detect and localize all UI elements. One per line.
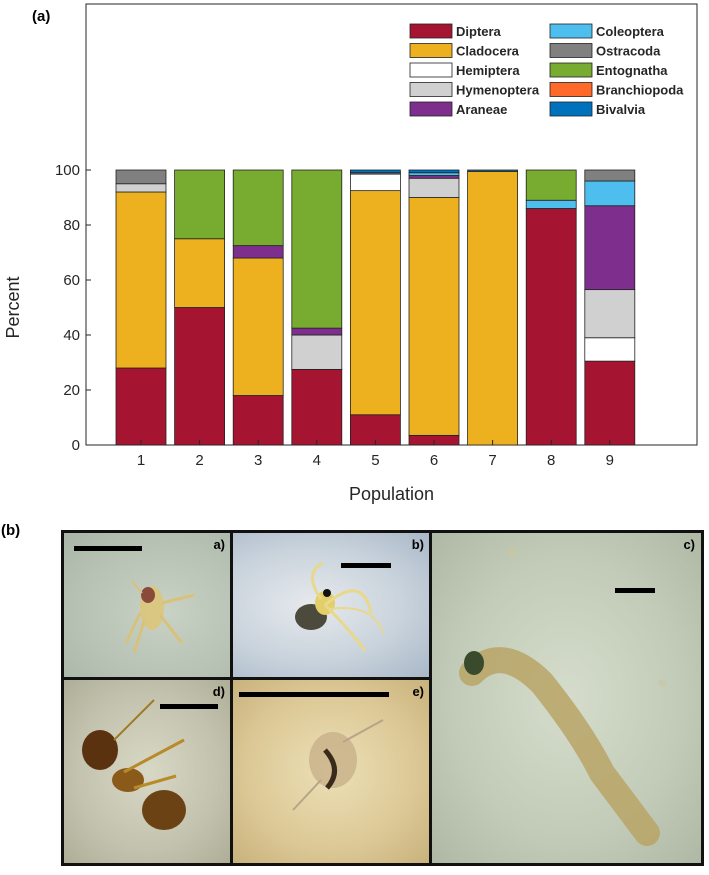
stacked-bar-chart: 1 2 3 4 5 6 7 8 9 0 20 40 60 80 100 Population Percent Di… (3, 3, 698, 504)
spider-specimen-image (295, 561, 384, 652)
legend-swatch-hymenoptera (409, 82, 453, 97)
legend-label-bivalvia: Bivalvia (596, 102, 646, 117)
scale-bar (239, 692, 389, 697)
legend-swatch-hemiptera (409, 62, 453, 78)
y-axis-label: Percent (3, 276, 23, 338)
bar-segment-cladocera-pop-6 (408, 197, 460, 436)
bar-segment-hymenoptera-pop-6 (408, 177, 460, 198)
bar-segment-coleoptera-pop-6 (408, 172, 460, 176)
bar-segment-araneae-pop-3 (232, 245, 284, 259)
panel-a-label: (a) (32, 8, 51, 25)
bar-segment-entognatha-pop-2 (174, 169, 226, 240)
x-axis-label: Population (349, 484, 434, 504)
photo-b-label: b) (411, 537, 424, 552)
bar-segment-araneae-pop-9 (584, 205, 636, 291)
scale-bar (160, 704, 218, 709)
bar-segment-entognatha-pop-4 (291, 169, 343, 329)
spider-specimen-image (124, 580, 195, 654)
x-tick-label: 2 (195, 452, 203, 469)
panel-b-label: (b) (1, 522, 21, 539)
legend-label-hymenoptera: Hymenoptera (456, 83, 540, 98)
legend-label-branchiopoda: Branchiopoda (596, 83, 684, 98)
bar-segment-diptera-pop-1 (115, 367, 167, 446)
photo-a: a) (64, 533, 230, 677)
bar-segment-hemiptera-pop-9 (584, 337, 636, 362)
x-tick-label: 9 (606, 452, 614, 469)
x-tick-label: 5 (371, 452, 379, 469)
legend-swatch-diptera (409, 23, 453, 39)
legend-label-ostracoda: Ostracoda (596, 44, 661, 59)
photo-c-label: c) (683, 537, 695, 552)
bar-segment-diptera-pop-4 (291, 368, 343, 446)
photo-d-label: d) (212, 684, 225, 699)
scale-bar (341, 563, 391, 568)
x-tick-label: 7 (488, 452, 496, 469)
bar-segment-bivalvia-pop-5 (349, 169, 401, 174)
legend-swatch-entognatha (549, 62, 593, 78)
larva-specimen-image (459, 547, 666, 846)
bar-segment-diptera-pop-2 (174, 307, 226, 446)
bar-segment-diptera-pop-9 (584, 360, 636, 446)
bar-segment-bivalvia-pop-7 (467, 169, 519, 172)
bar-segment-araneae-pop-4 (291, 327, 343, 336)
bar-segment-ostracoda-pop-1 (115, 169, 167, 185)
ant-specimen-image (82, 699, 186, 830)
bar-segment-hymenoptera-pop-4 (291, 334, 343, 370)
photo-b: b) (233, 533, 429, 677)
legend-label-coleoptera: Coleoptera (596, 24, 665, 39)
bar-segment-entognatha-pop-3 (232, 169, 284, 247)
bar-segment-hemiptera-pop-5 (349, 173, 401, 192)
bar-segment-coleoptera-pop-9 (584, 180, 636, 207)
legend-swatch-cladocera (409, 43, 453, 58)
photo-e: e) (233, 680, 429, 863)
legend-swatch-bivalvia (549, 101, 593, 117)
bar-segment-coleoptera-pop-8 (525, 199, 577, 209)
legend-swatch-araneae (409, 101, 453, 117)
bar-segment-bivalvia-pop-6 (408, 169, 460, 174)
legend-swatch-ostracoda (549, 43, 593, 58)
bar-segment-diptera-pop-8 (525, 208, 577, 446)
bar-segment-cladocera-pop-5 (349, 190, 401, 416)
y-tick-label: 40 (63, 327, 80, 344)
y-tick-label: 20 (63, 382, 80, 399)
x-tick-label: 3 (254, 452, 262, 469)
x-tick-label: 6 (430, 452, 438, 469)
x-tick-label: 8 (547, 452, 555, 469)
y-tick-label: 100 (55, 162, 80, 179)
photo-e-label: e) (412, 684, 424, 699)
bar-segment-cladocera-pop-3 (232, 257, 284, 396)
bar-segment-hymenoptera-pop-9 (584, 289, 636, 339)
bar-segment-hymenoptera-pop-1 (115, 183, 167, 193)
photo-a-label: a) (213, 537, 225, 552)
y-tick-label: 80 (63, 217, 80, 234)
y-tick-label: 0 (72, 437, 80, 454)
scale-bar (74, 546, 142, 551)
legend-label-araneae: Araneae (456, 102, 507, 117)
legend-label-hemiptera: Hemiptera (456, 63, 520, 78)
bar-segment-ostracoda-pop-9 (584, 169, 636, 182)
cladoceran-specimen-image (292, 719, 384, 811)
x-tick-label: 1 (137, 452, 145, 469)
bar-segment-cladocera-pop-7 (467, 170, 519, 446)
x-tick-label: 4 (313, 452, 321, 469)
bar-segment-araneae-pop-6 (408, 175, 460, 179)
legend-label-diptera: Diptera (456, 24, 502, 39)
bar-segment-cladocera-pop-2 (174, 238, 226, 308)
photo-grid: a) b) c) (61, 530, 704, 866)
photo-c: c) (432, 533, 701, 863)
bar-segment-cladocera-pop-1 (115, 191, 167, 369)
photo-d: d) (64, 680, 230, 863)
legend-label-cladocera: Cladocera (456, 44, 520, 59)
legend-label-entognatha: Entognatha (596, 63, 668, 78)
bar-segment-entognatha-pop-8 (525, 169, 577, 201)
bar-segment-diptera-pop-3 (232, 395, 284, 446)
y-tick-label: 60 (63, 272, 80, 289)
scale-bar (615, 588, 655, 593)
legend-swatch-coleoptera (549, 23, 593, 39)
legend-swatch-branchiopoda (549, 82, 593, 97)
